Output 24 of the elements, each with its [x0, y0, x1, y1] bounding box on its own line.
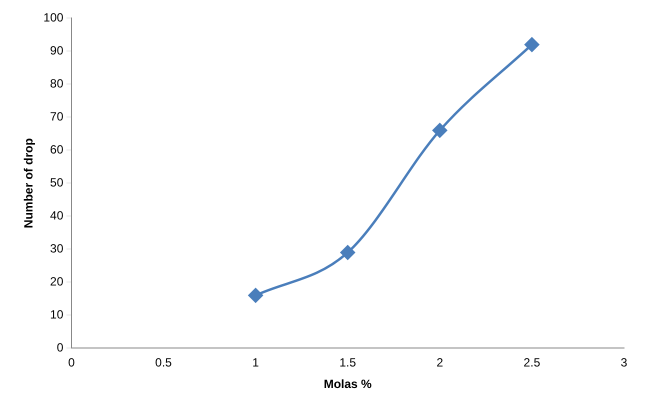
y-tick-label: 80 — [50, 76, 64, 91]
x-tick-label: 0.5 — [155, 356, 172, 370]
y-tick-label: 50 — [50, 176, 64, 190]
x-tick-label: 2.5 — [524, 356, 541, 370]
x-tick-label: 3 — [620, 356, 628, 370]
x-tick-label: 0 — [68, 356, 76, 370]
point — [248, 288, 263, 303]
y-tick-label: 20 — [50, 274, 64, 289]
y-tick-label: 40 — [50, 208, 64, 223]
x-tick-label: 1.5 — [339, 356, 356, 370]
y-tick-label: 30 — [50, 242, 64, 256]
y-tick-label: 60 — [50, 142, 64, 157]
y-tick-label: 90 — [50, 44, 64, 58]
point — [524, 37, 540, 52]
y-tick-label: 10 — [50, 308, 64, 322]
y-axis-title: Number of drop — [22, 138, 36, 228]
point — [432, 123, 448, 138]
x-tick-label: 2 — [436, 356, 444, 370]
y-tick-label: 0 — [56, 340, 64, 355]
y-tick-label: 100 — [43, 10, 64, 25]
x-axis-title: Molas % — [324, 377, 372, 392]
point — [340, 245, 355, 260]
x-tick-label: 1 — [252, 356, 260, 370]
y-tick-label: 70 — [50, 110, 64, 124]
